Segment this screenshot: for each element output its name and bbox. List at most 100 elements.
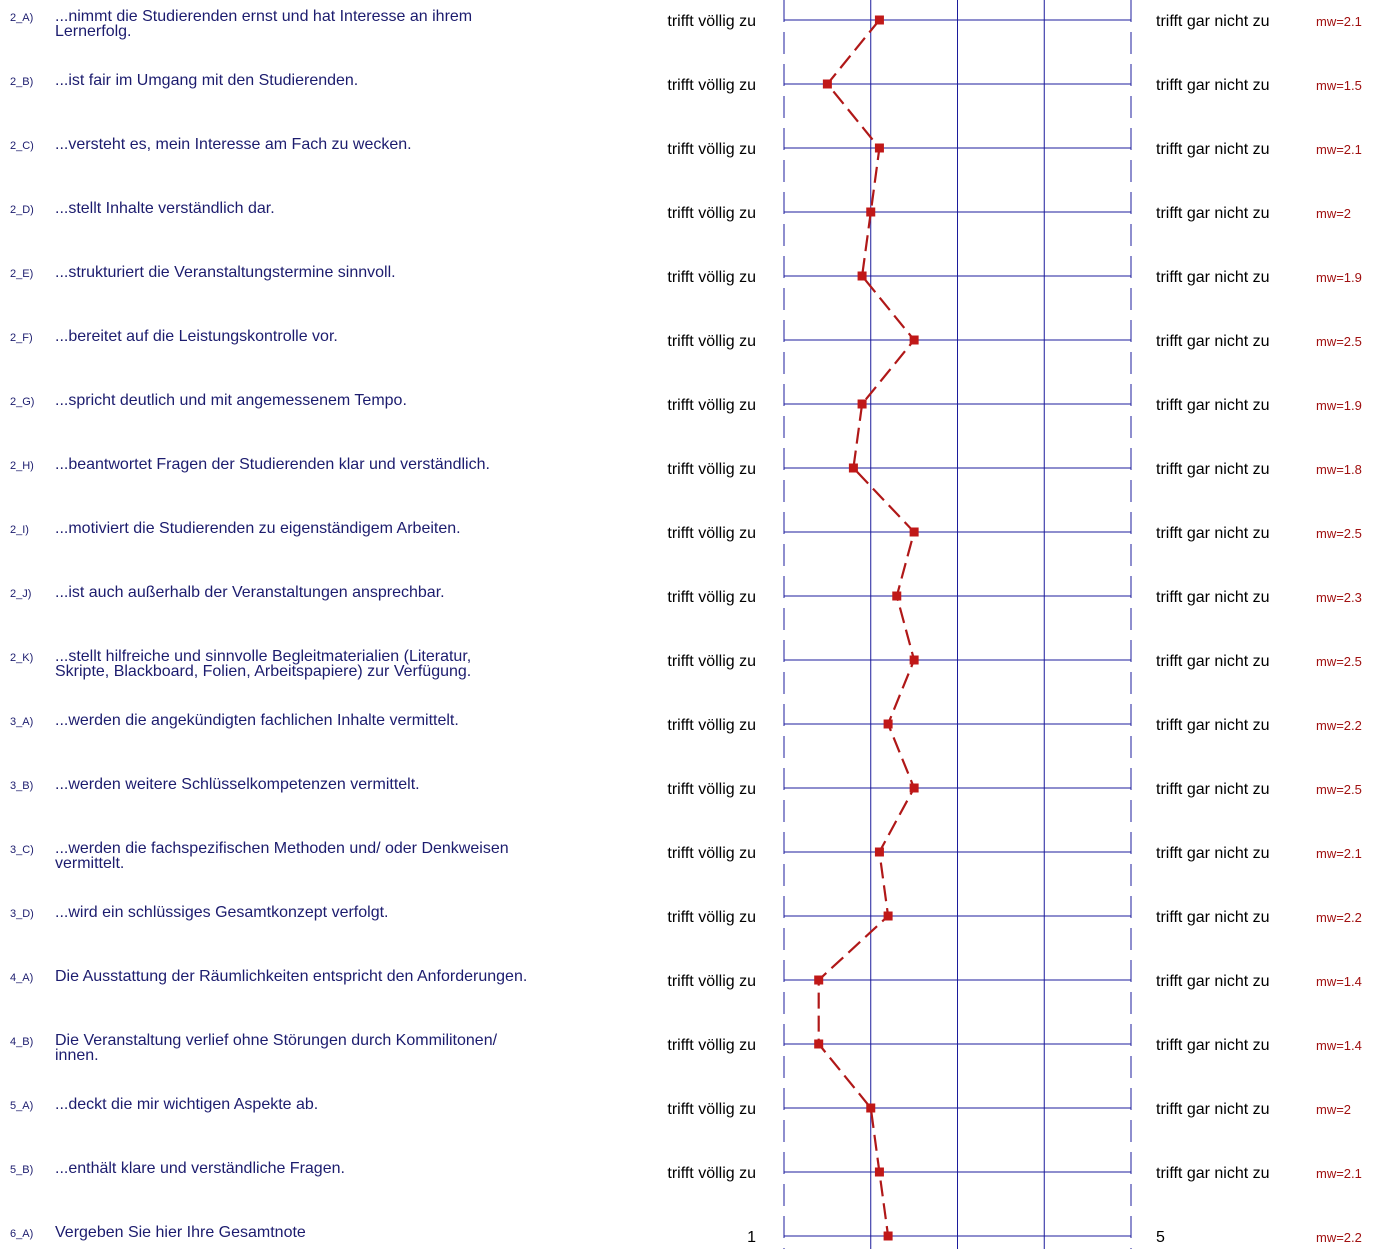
scale-right-label: trifft gar nicht zu: [1156, 525, 1270, 542]
mean-point: [909, 655, 919, 665]
mean-point: [866, 1103, 876, 1113]
scale-left-label: trifft völlig zu: [667, 461, 756, 478]
item-text: ...werden die fachspezifischen Methoden …: [55, 840, 509, 857]
item-text-cont: innen.: [55, 1047, 99, 1064]
scale-right-label: trifft gar nicht zu: [1156, 1101, 1270, 1118]
mean-value-label: mw=1.8: [1316, 462, 1362, 477]
mean-value-label: mw=2.5: [1316, 654, 1362, 669]
scale-right-label: trifft gar nicht zu: [1156, 589, 1270, 606]
mean-point: [814, 975, 824, 985]
scale-left-label: trifft völlig zu: [667, 1037, 756, 1054]
scale-left-label: trifft völlig zu: [667, 845, 756, 862]
item-code: 3_B): [10, 780, 33, 792]
item-text: ...deckt die mir wichtigen Aspekte ab.: [55, 1096, 318, 1113]
item-code: 3_D): [10, 908, 34, 920]
mean-value-label: mw=1.4: [1316, 974, 1362, 989]
item-code: 3_C): [10, 844, 34, 856]
mean-value-label: mw=2.1: [1316, 1166, 1362, 1181]
scale-right-label: trifft gar nicht zu: [1156, 717, 1270, 734]
mean-value-label: mw=1.9: [1316, 398, 1362, 413]
mean-value-label: mw=1.9: [1316, 270, 1362, 285]
mean-value-label: mw=2.5: [1316, 526, 1362, 541]
item-text: ...werden die angekündigten fachlichen I…: [55, 712, 459, 729]
mean-line: [817, 19, 916, 1237]
scale-right-label: trifft gar nicht zu: [1156, 205, 1270, 222]
item-text: Die Veranstaltung verlief ohne Störungen…: [55, 1032, 498, 1049]
item-code: 2_I): [10, 524, 29, 536]
item-text: ...enthält klare und verständliche Frage…: [55, 1160, 345, 1177]
item-code: 2_E): [10, 268, 33, 280]
mean-point: [909, 527, 919, 537]
scale-left-label: 1: [747, 1229, 756, 1246]
scale-right-label: trifft gar nicht zu: [1156, 333, 1270, 350]
scale-right-label: trifft gar nicht zu: [1156, 653, 1270, 670]
item-text: ...werden weitere Schlüsselkompetenzen v…: [55, 776, 420, 793]
mean-value-label: mw=2.5: [1316, 334, 1362, 349]
mean-value-label: mw=2.1: [1316, 142, 1362, 157]
item-code: 2_C): [10, 140, 34, 152]
scale-left-label: trifft völlig zu: [667, 525, 756, 542]
item-code: 2_J): [10, 588, 31, 600]
item-text: ...versteht es, mein Interesse am Fach z…: [55, 136, 412, 153]
mean-point: [866, 207, 876, 217]
item-code: 2_B): [10, 76, 33, 88]
item-text: ...spricht deutlich und mit angemessenem…: [55, 392, 407, 409]
scale-left-label: trifft völlig zu: [667, 909, 756, 926]
scale-left-label: trifft völlig zu: [667, 77, 756, 94]
mean-value-label: mw=2: [1316, 1102, 1351, 1117]
scale-left-label: trifft völlig zu: [667, 717, 756, 734]
scale-right-label: trifft gar nicht zu: [1156, 13, 1270, 30]
scale-left-label: trifft völlig zu: [667, 205, 756, 222]
scale-right-label: trifft gar nicht zu: [1156, 269, 1270, 286]
scale-right-label: trifft gar nicht zu: [1156, 781, 1270, 798]
scale-left-label: trifft völlig zu: [667, 397, 756, 414]
item-text: ...ist auch außerhalb der Veranstaltunge…: [55, 584, 445, 601]
item-text: Die Ausstattung der Räumlichkeiten entsp…: [55, 968, 527, 985]
mean-value-label: mw=1.4: [1316, 1038, 1362, 1053]
mean-point: [857, 271, 867, 281]
item-code: 5_B): [10, 1164, 33, 1176]
item-labels: 2_A) ...nimmt die Studierenden ernst und …: [10, 8, 1362, 1246]
mean-value-label: mw=2.5: [1316, 782, 1362, 797]
mean-point: [892, 591, 902, 601]
mean-point: [857, 399, 867, 409]
item-text-cont: Lernerfolg.: [55, 23, 132, 40]
mean-point: [883, 719, 893, 729]
mean-point: [874, 1167, 884, 1177]
item-text: ...motiviert die Studierenden zu eigenst…: [55, 520, 461, 537]
mean-point: [883, 911, 893, 921]
item-text-cont: vermittelt.: [55, 855, 124, 872]
item-code: 5_A): [10, 1100, 33, 1112]
scale-left-label: trifft völlig zu: [667, 1101, 756, 1118]
scale-left-label: trifft völlig zu: [667, 333, 756, 350]
mean-value-label: mw=2.2: [1316, 910, 1362, 925]
item-text: ...strukturiert die Veranstaltungstermin…: [55, 264, 396, 281]
item-text: ...bereitet auf die Leistungskontrolle v…: [55, 328, 338, 345]
mean-value-label: mw=1.5: [1316, 78, 1362, 93]
mean-point: [874, 15, 884, 25]
mean-point: [909, 335, 919, 345]
scale-left-label: trifft völlig zu: [667, 13, 756, 30]
item-code: 2_H): [10, 460, 34, 472]
scale-left-label: trifft völlig zu: [667, 781, 756, 798]
item-text: Vergeben Sie hier Ihre Gesamtnote: [55, 1224, 306, 1241]
scale-right-label: trifft gar nicht zu: [1156, 397, 1270, 414]
mean-point: [909, 783, 919, 793]
mean-value-label: mw=2.2: [1316, 718, 1362, 733]
mean-value-label: mw=2.1: [1316, 846, 1362, 861]
item-code: 2_G): [10, 396, 34, 408]
item-code: 2_A): [10, 12, 33, 24]
item-code: 4_A): [10, 972, 33, 984]
mean-point: [822, 79, 832, 89]
scale-left-label: trifft völlig zu: [667, 973, 756, 990]
item-code: 6_A): [10, 1228, 33, 1240]
scale-left-label: trifft völlig zu: [667, 269, 756, 286]
scale-right-label: trifft gar nicht zu: [1156, 77, 1270, 94]
scale-right-label: trifft gar nicht zu: [1156, 1037, 1270, 1054]
mean-value-label: mw=2.1: [1316, 14, 1362, 29]
scale-right-label: trifft gar nicht zu: [1156, 973, 1270, 990]
scale-right-label: trifft gar nicht zu: [1156, 845, 1270, 862]
scale-left-label: trifft völlig zu: [667, 589, 756, 606]
mean-point: [848, 463, 858, 473]
